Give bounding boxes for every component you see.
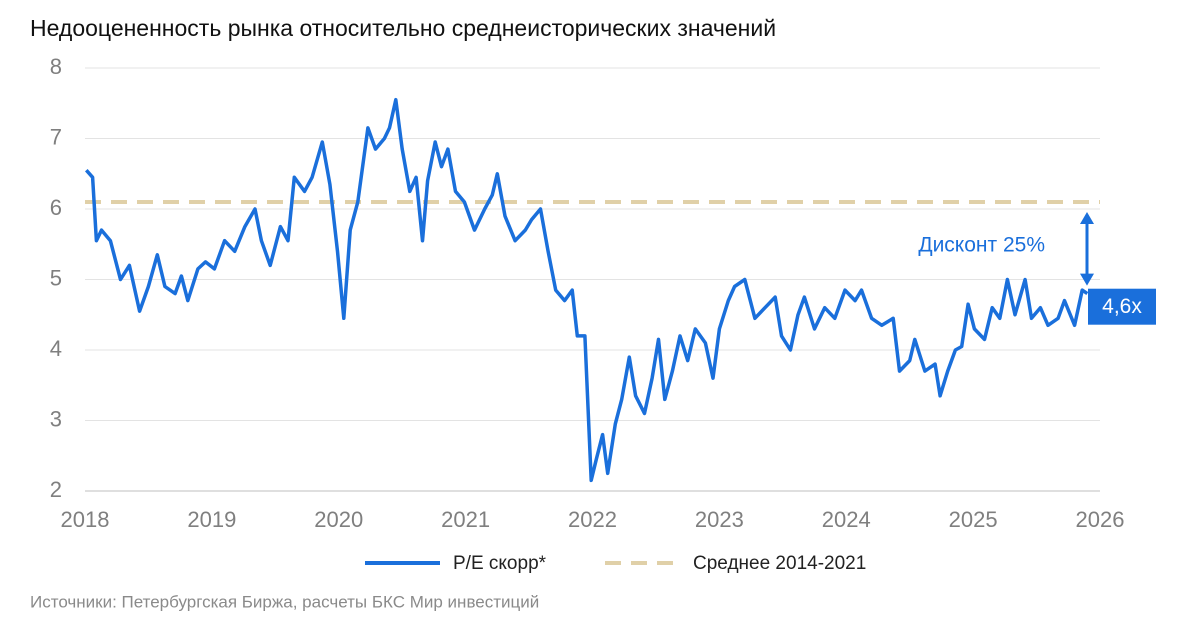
legend-label: P/E скорр* xyxy=(453,553,547,574)
arrow-head xyxy=(1080,273,1094,286)
x-tick-label: 2023 xyxy=(695,507,744,532)
x-tick-label: 2020 xyxy=(314,507,363,532)
x-tick-label: 2025 xyxy=(949,507,998,532)
x-tick-label: 2024 xyxy=(822,507,871,532)
series-line xyxy=(84,97,1089,483)
y-tick-label: 4 xyxy=(50,336,62,361)
x-tick-label: 2018 xyxy=(61,507,110,532)
y-tick-label: 7 xyxy=(50,124,62,149)
end-label-box xyxy=(1088,288,1156,325)
arrow-head xyxy=(1080,211,1094,224)
y-tick-label: 8 xyxy=(50,54,62,79)
y-tick-label: 2 xyxy=(50,477,62,502)
annotation: Дисконт 25% xyxy=(918,233,1045,256)
end-label: 4,6x xyxy=(1102,295,1142,318)
x-tick-label: 2022 xyxy=(568,507,617,532)
x-tick-label: 2026 xyxy=(1076,507,1125,532)
legend-label: Среднее 2014-2021 xyxy=(693,553,866,574)
y-tick-label: 6 xyxy=(50,195,62,220)
chart-title: Недооцененность рынка относительно средн… xyxy=(30,15,776,41)
y-tick-label: 5 xyxy=(50,265,62,290)
x-tick-label: 2021 xyxy=(441,507,490,532)
source-note: Источники: Петербургская Биржа, расчеты … xyxy=(30,592,539,611)
x-tick-label: 2019 xyxy=(187,507,236,532)
y-tick-label: 3 xyxy=(50,406,62,431)
